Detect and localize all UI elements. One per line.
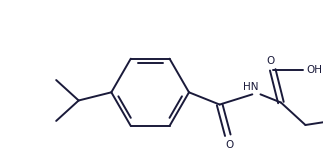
Text: O: O xyxy=(267,56,275,66)
Text: OH: OH xyxy=(306,65,322,75)
Text: O: O xyxy=(226,140,234,150)
Text: HN: HN xyxy=(243,82,258,92)
